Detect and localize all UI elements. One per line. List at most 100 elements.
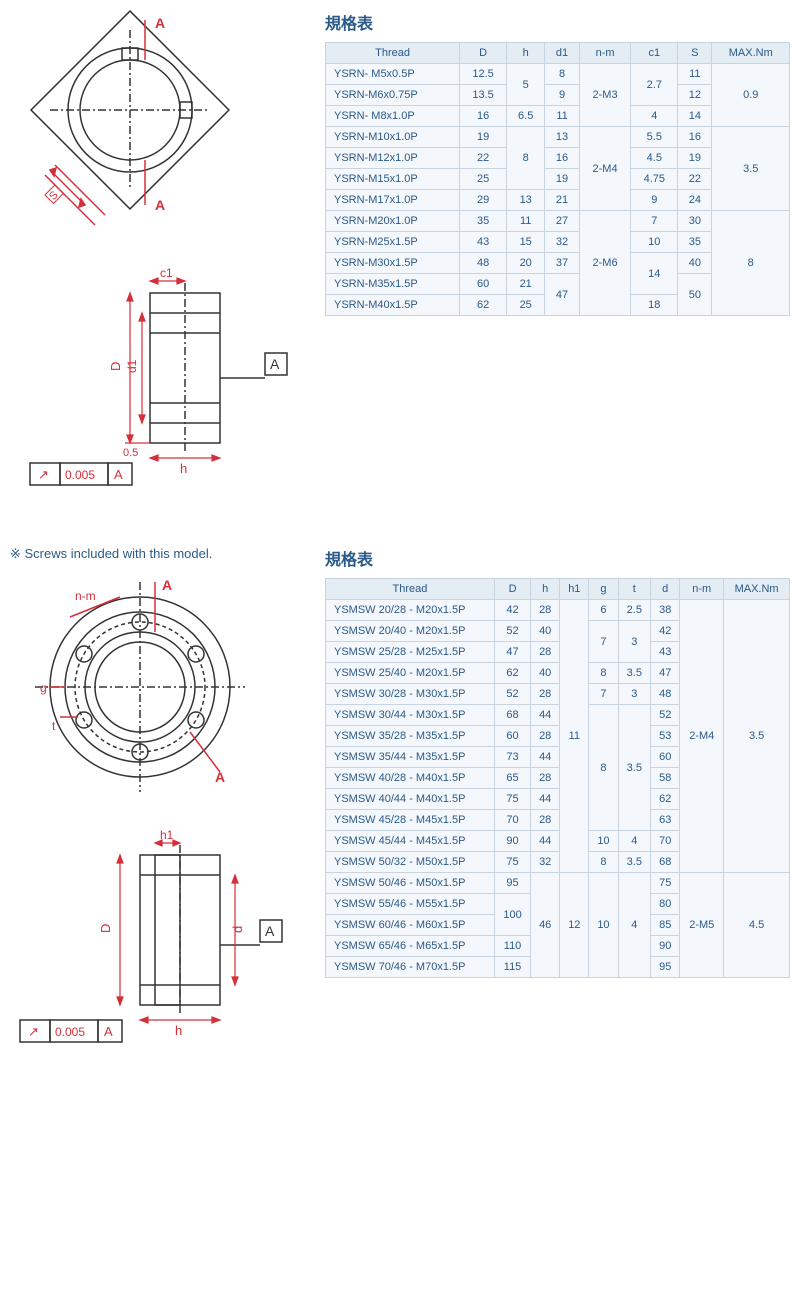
table-cell: 60	[460, 274, 507, 295]
spec-title-1: 規格表	[325, 10, 790, 34]
table-cell: 28	[531, 810, 560, 831]
table-cell: 4.5	[724, 873, 790, 978]
table-cell: YSMSW 40/28 - M40x1.5P	[326, 768, 495, 789]
table-col-2: 規格表 Thread D h h1 g t d n-m MAX.Nm YSMSW…	[325, 546, 790, 1068]
table-cell: 52	[651, 705, 680, 726]
t2-h8: MAX.Nm	[724, 579, 790, 600]
table-cell: 5.5	[631, 127, 678, 148]
table-cell: 13.5	[460, 85, 507, 106]
table-cell: 10	[631, 232, 678, 253]
table-cell: 50	[678, 274, 712, 316]
table-cell: YSRN-M30x1.5P	[326, 253, 460, 274]
table-cell: 60	[651, 747, 680, 768]
t2-h3: h1	[560, 579, 589, 600]
table-cell: 11	[545, 106, 579, 127]
table-cell: 8	[545, 64, 579, 85]
table-cell: 7	[631, 211, 678, 232]
table-cell: 28	[531, 726, 560, 747]
tol-val: 0.005	[65, 468, 95, 482]
table-cell: 42	[651, 621, 680, 642]
table-cell: 70	[651, 831, 680, 852]
t1-h4: n-m	[579, 43, 631, 64]
table-cell: 19	[460, 127, 507, 148]
table-cell: 53	[651, 726, 680, 747]
table-cell: 10	[589, 831, 618, 852]
table-cell: 115	[494, 957, 530, 978]
table-cell: 6	[589, 600, 618, 621]
table-cell: 95	[494, 873, 530, 894]
t1-h5: c1	[631, 43, 678, 64]
table-cell: 14	[631, 253, 678, 295]
label-S: S	[47, 189, 61, 203]
table-cell: 12	[678, 85, 712, 106]
table-cell: 5	[506, 64, 544, 106]
table-cell: 2-M5	[680, 873, 724, 978]
table-cell: YSRN-M25x1.5P	[326, 232, 460, 253]
table-cell: 8	[506, 127, 544, 190]
table-cell: 38	[651, 600, 680, 621]
table-cell: 16	[545, 148, 579, 169]
table-cell: YSMSW 35/44 - M35x1.5P	[326, 747, 495, 768]
table-cell: 7	[589, 684, 618, 705]
table-cell: 18	[631, 295, 678, 316]
label-d2: d	[230, 926, 245, 933]
table-cell: 11	[506, 211, 544, 232]
label-A1: A	[155, 15, 165, 31]
table-cell: YSRN-M20x1.0P	[326, 211, 460, 232]
label-g: g	[40, 681, 47, 695]
table-cell: 21	[506, 274, 544, 295]
table-cell: 40	[678, 253, 712, 274]
label-nm: n-m	[75, 589, 96, 603]
table-cell: 2-M4	[579, 127, 631, 211]
table-cell: YSRN-M15x1.0P	[326, 169, 460, 190]
section-2: ※ Screws included with this model.	[10, 546, 790, 1068]
tol-arrow: ↗	[38, 467, 49, 482]
table-cell: 3.5	[724, 600, 790, 873]
label-A-2: A	[265, 923, 275, 939]
table-cell: 29	[460, 190, 507, 211]
table-cell: 7	[589, 621, 618, 663]
table-cell: 8	[589, 852, 618, 873]
table-cell: 110	[494, 936, 530, 957]
table-cell: YSMSW 30/28 - M30x1.5P	[326, 684, 495, 705]
t1-h0: Thread	[326, 43, 460, 64]
table-cell: YSMSW 20/40 - M20x1.5P	[326, 621, 495, 642]
table-cell: 48	[460, 253, 507, 274]
table-cell: YSRN-M10x1.0P	[326, 127, 460, 148]
table-cell: YSRN- M5x0.5P	[326, 64, 460, 85]
table-cell: YSMSW 45/28 - M45x1.5P	[326, 810, 495, 831]
table-cell: 70	[494, 810, 530, 831]
table-cell: 44	[531, 705, 560, 726]
table-cell: 68	[494, 705, 530, 726]
label-A1-2: A	[162, 577, 172, 593]
label-D2: D	[98, 924, 113, 933]
table-cell: 73	[494, 747, 530, 768]
table-cell: 15	[506, 232, 544, 253]
table-cell: YSMSW 65/46 - M65x1.5P	[326, 936, 495, 957]
table-cell: 35	[460, 211, 507, 232]
table-cell: 28	[531, 600, 560, 621]
table-cell: 8	[589, 663, 618, 684]
section-1: A A S	[10, 10, 790, 516]
table-cell: 44	[531, 831, 560, 852]
t2-h1: D	[494, 579, 530, 600]
table-col-1: 規格表 Thread D h d1 n-m c1 S MAX.Nm YSRN- …	[325, 10, 790, 516]
table-cell: 75	[494, 852, 530, 873]
table-cell: 6.5	[506, 106, 544, 127]
table-cell: YSMSW 25/28 - M25x1.5P	[326, 642, 495, 663]
t1-h1: D	[460, 43, 507, 64]
table-cell: 28	[531, 684, 560, 705]
table-cell: 47	[651, 663, 680, 684]
table-cell: 95	[651, 957, 680, 978]
table-cell: 47	[494, 642, 530, 663]
tol-arrow-2: ↗	[28, 1024, 39, 1039]
table-cell: YSMSW 20/28 - M20x1.5P	[326, 600, 495, 621]
table-cell: 13	[506, 190, 544, 211]
table-cell: 11	[678, 64, 712, 85]
table-cell: YSRN-M17x1.0P	[326, 190, 460, 211]
table-cell: YSMSW 40/44 - M40x1.5P	[326, 789, 495, 810]
table-cell: 42	[494, 600, 530, 621]
table-cell: 16	[460, 106, 507, 127]
screws-note: ※ Screws included with this model.	[10, 546, 310, 562]
table-cell: 9	[631, 190, 678, 211]
